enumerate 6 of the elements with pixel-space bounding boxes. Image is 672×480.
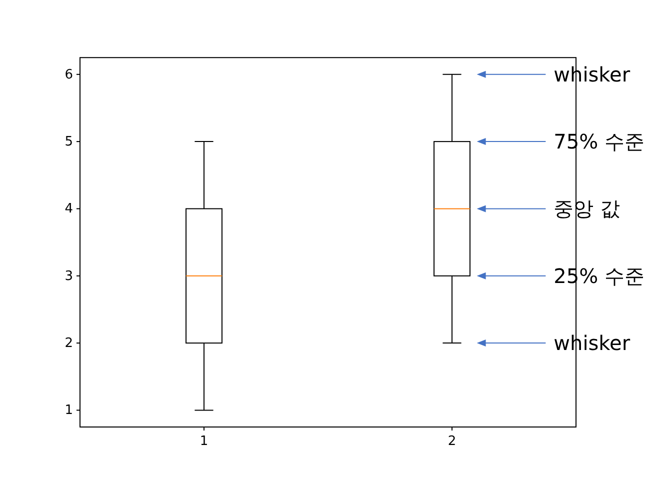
y-tick-label: 4 xyxy=(64,202,73,217)
y-tick-label: 2 xyxy=(64,336,73,352)
y-tick-label: 1 xyxy=(64,403,73,418)
y-tick-label: 5 xyxy=(64,134,73,150)
y-tick-label: 6 xyxy=(64,67,73,82)
y-tick-label: 3 xyxy=(64,268,73,284)
